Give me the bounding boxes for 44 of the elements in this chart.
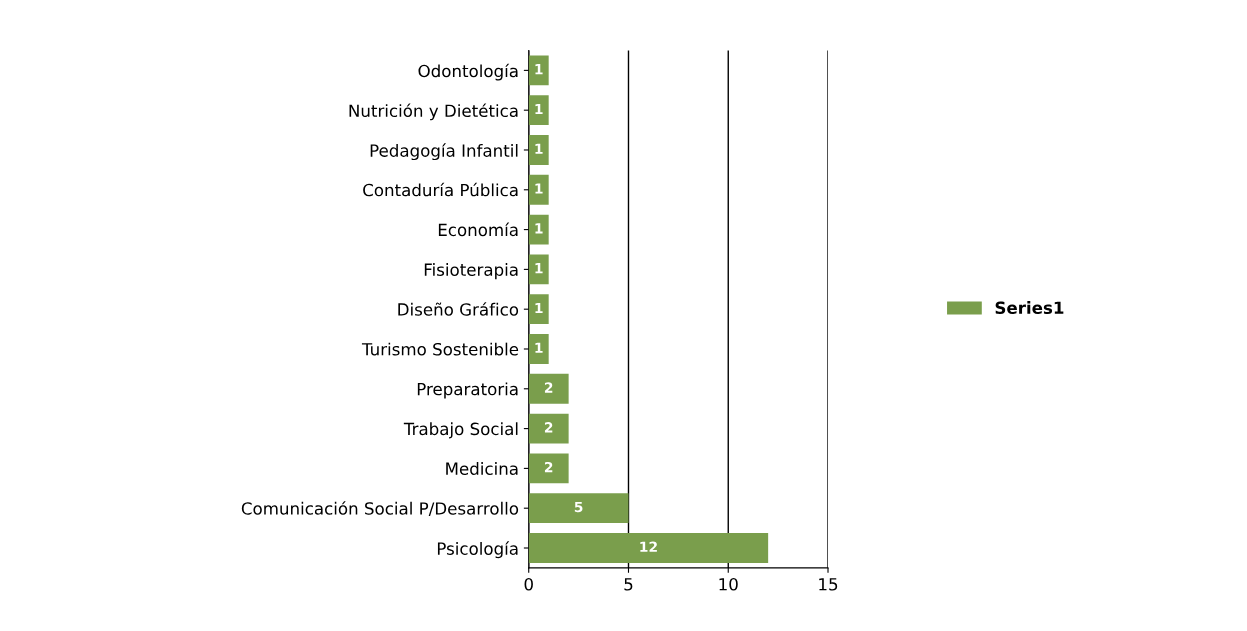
bar	[528, 334, 549, 364]
y-tick-label: Comunicación Social P/Desarrollo	[241, 501, 519, 517]
data-label: 1	[535, 263, 543, 274]
bar	[528, 493, 629, 524]
data-label: 1	[535, 302, 543, 314]
bar	[528, 55, 549, 86]
y-tick-label: Fisioterapia	[424, 263, 518, 280]
bar	[528, 413, 569, 444]
data-label: 12	[640, 541, 657, 552]
data-label: 1	[535, 342, 543, 353]
bar	[528, 533, 769, 563]
data-label: 1	[535, 103, 543, 115]
bar	[528, 95, 549, 126]
x-tick-label: 10	[719, 577, 738, 591]
data-label: 1	[535, 64, 543, 75]
x-tick-label: 15	[819, 578, 838, 591]
data-label: 1	[535, 223, 543, 234]
bar	[528, 214, 549, 245]
x-tick-label: 5	[624, 578, 633, 591]
data-label: 1	[535, 143, 543, 154]
data-label: 5	[574, 501, 583, 513]
legend-label: Series1	[995, 301, 1064, 315]
bar	[528, 135, 549, 165]
data-label: 2	[544, 461, 553, 473]
bar	[528, 453, 569, 484]
x-tick-label: 0	[524, 577, 533, 591]
bar	[528, 254, 549, 285]
y-tick-label: Psicología	[437, 541, 518, 559]
y-tick-label: Preparatoria	[417, 382, 518, 399]
y-tick-label: Economía	[438, 222, 518, 237]
bar	[528, 294, 549, 325]
data-label: 1	[535, 183, 543, 194]
y-tick-label: Nutrición y Dietética	[349, 103, 518, 121]
bar	[528, 373, 569, 404]
bar	[528, 174, 549, 205]
y-tick-label: Diseño Gráfico	[398, 302, 519, 316]
y-tick-label: Trabajo Social	[403, 422, 518, 439]
y-tick-label: Pedagogía Infantil	[370, 143, 518, 161]
data-label: 2	[544, 382, 553, 393]
y-tick-label: Medicina	[446, 462, 518, 475]
y-tick-label: Turismo Sostenible	[361, 342, 519, 356]
y-tick-label: Odontología	[418, 63, 518, 81]
data-label: 2	[544, 422, 553, 433]
y-tick-label: Contaduría Pública	[363, 182, 518, 197]
